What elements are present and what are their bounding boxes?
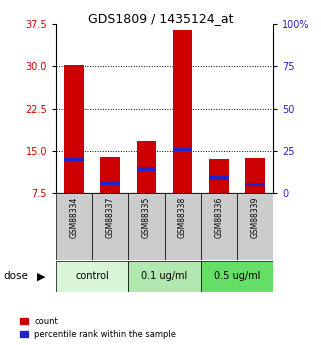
Text: 0.5 ug/ml: 0.5 ug/ml bbox=[213, 272, 260, 281]
Legend: count, percentile rank within the sample: count, percentile rank within the sample bbox=[20, 317, 176, 339]
Text: 0.1 ug/ml: 0.1 ug/ml bbox=[141, 272, 188, 281]
Bar bbox=[136, 167, 156, 170]
Bar bbox=[64, 158, 84, 161]
Bar bbox=[245, 183, 265, 186]
Bar bbox=[201, 261, 273, 292]
Bar bbox=[173, 30, 193, 193]
Bar bbox=[128, 193, 164, 260]
Bar bbox=[209, 159, 229, 193]
Bar bbox=[128, 261, 201, 292]
Bar bbox=[56, 261, 128, 292]
Bar bbox=[173, 148, 193, 151]
Bar bbox=[92, 193, 128, 260]
Bar bbox=[56, 193, 92, 260]
Bar bbox=[245, 158, 265, 193]
Text: dose: dose bbox=[3, 272, 28, 281]
Text: GSM88334: GSM88334 bbox=[70, 197, 79, 238]
Bar bbox=[201, 193, 237, 260]
Bar bbox=[100, 182, 120, 185]
Text: GDS1809 / 1435124_at: GDS1809 / 1435124_at bbox=[88, 12, 233, 25]
Text: GSM88338: GSM88338 bbox=[178, 197, 187, 238]
Bar bbox=[100, 157, 120, 193]
Text: ▶: ▶ bbox=[37, 272, 45, 281]
Text: GSM88335: GSM88335 bbox=[142, 197, 151, 238]
Bar bbox=[164, 193, 201, 260]
Bar bbox=[136, 141, 156, 193]
Bar bbox=[64, 65, 84, 193]
Text: GSM88336: GSM88336 bbox=[214, 197, 223, 238]
Text: GSM88337: GSM88337 bbox=[106, 197, 115, 238]
Text: control: control bbox=[75, 272, 109, 281]
Bar bbox=[209, 176, 229, 179]
Bar bbox=[237, 193, 273, 260]
Text: GSM88339: GSM88339 bbox=[250, 197, 259, 238]
